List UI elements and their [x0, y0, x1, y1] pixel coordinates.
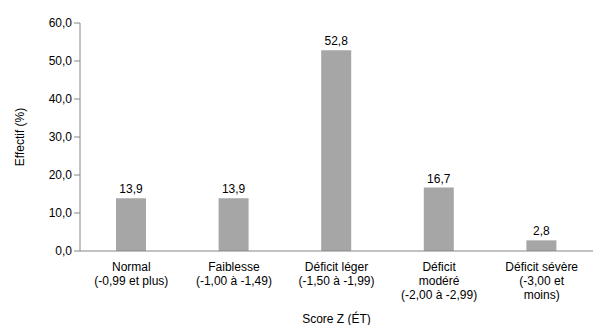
svg-text:Déficitmodéré(-2,00 à -2,99): Déficitmodéré(-2,00 à -2,99): [401, 260, 477, 302]
svg-text:Normal(-0,99 et plus): Normal(-0,99 et plus): [94, 260, 168, 288]
svg-text:10,0: 10,0: [49, 206, 73, 220]
svg-text:60,0: 60,0: [49, 16, 73, 30]
svg-text:52,8: 52,8: [325, 34, 349, 48]
svg-text:2,8: 2,8: [533, 224, 550, 238]
svg-text:Déficit léger(-1,50 à -1,99): Déficit léger(-1,50 à -1,99): [298, 260, 374, 288]
svg-text:0,0: 0,0: [55, 244, 72, 258]
svg-text:Score Z (ÉT): Score Z (ÉT): [302, 311, 371, 325]
svg-text:Déficit sévère(-3,00 etmoins): Déficit sévère(-3,00 etmoins): [505, 260, 578, 302]
svg-text:20,0: 20,0: [49, 168, 73, 182]
svg-text:40,0: 40,0: [49, 92, 73, 106]
svg-text:13,9: 13,9: [222, 182, 246, 196]
svg-text:13,9: 13,9: [119, 182, 143, 196]
svg-text:30,0: 30,0: [49, 130, 73, 144]
svg-text:50,0: 50,0: [49, 54, 73, 68]
svg-text:Effectif (%): Effectif (%): [13, 108, 27, 166]
svg-text:Faiblesse(-1,00 à -1,49): Faiblesse(-1,00 à -1,49): [196, 260, 272, 288]
svg-text:16,7: 16,7: [427, 172, 451, 186]
